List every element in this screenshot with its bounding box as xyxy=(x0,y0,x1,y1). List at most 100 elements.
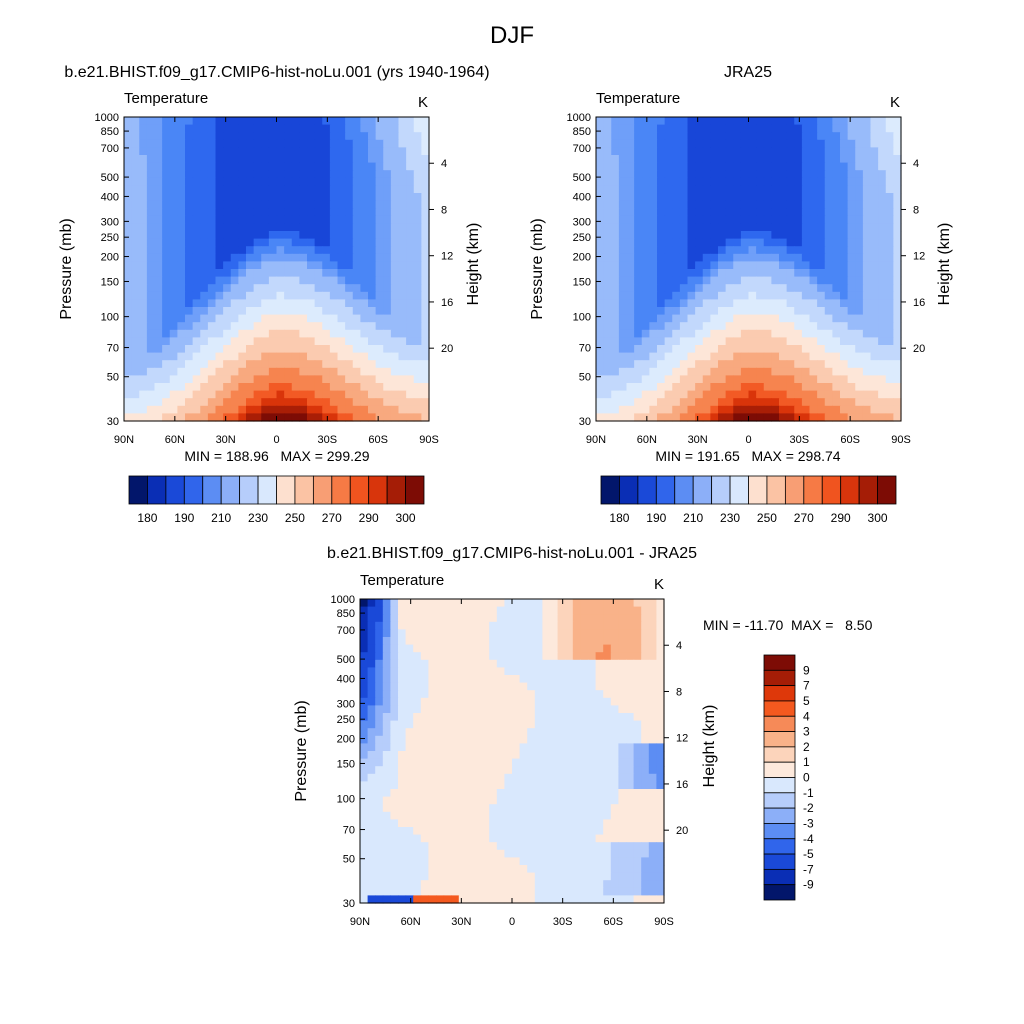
contour-cell xyxy=(139,147,148,156)
contour-cell xyxy=(832,261,841,270)
contour-cell xyxy=(368,117,377,126)
contour-cell xyxy=(314,147,323,156)
contour-cell xyxy=(672,253,681,262)
contour-cell xyxy=(162,223,171,232)
contour-cell xyxy=(763,223,772,232)
contour-cell xyxy=(360,743,369,752)
y-tick-label: 500 xyxy=(573,172,591,184)
contour-cell xyxy=(238,261,247,270)
contour-cell xyxy=(367,781,376,790)
contour-cell xyxy=(817,360,826,369)
contour-cell xyxy=(527,599,536,608)
contour-cell xyxy=(428,827,437,836)
contour-cell xyxy=(695,314,704,323)
contour-cell xyxy=(611,329,620,338)
contour-cell xyxy=(322,352,331,361)
contour-cell xyxy=(618,682,627,691)
contour-cell xyxy=(565,720,574,729)
contour-cell xyxy=(345,124,354,133)
contour-cell xyxy=(672,261,681,270)
contour-cell xyxy=(648,849,657,858)
contour-cell xyxy=(672,238,681,247)
contour-cell xyxy=(124,314,133,323)
contour-cell xyxy=(603,223,612,232)
contour-cell xyxy=(512,758,521,767)
contour-cell xyxy=(595,773,604,782)
contour-cell xyxy=(131,307,140,316)
contour-cell xyxy=(786,360,795,369)
contour-cell xyxy=(626,781,635,790)
contour-cell xyxy=(481,758,490,767)
contour-cell xyxy=(291,261,300,270)
contour-cell xyxy=(131,352,140,361)
contour-cell xyxy=(436,652,445,661)
contour-cell xyxy=(847,208,856,217)
y2-tick-label: 8 xyxy=(913,204,919,216)
contour-cell xyxy=(512,735,521,744)
contour-cell xyxy=(626,139,635,148)
contour-cell xyxy=(154,284,163,293)
contour-cell xyxy=(291,299,300,308)
contour-cell xyxy=(596,238,605,247)
contour-cell xyxy=(534,690,543,699)
contour-cell xyxy=(238,246,247,255)
contour-cell xyxy=(230,223,239,232)
contour-cell xyxy=(763,329,772,338)
contour-cell xyxy=(847,367,856,376)
contour-cell xyxy=(527,690,536,699)
contour-cell xyxy=(496,675,505,684)
contour-cell xyxy=(375,713,384,722)
contour-cell xyxy=(519,713,528,722)
contour-cell xyxy=(337,345,346,354)
contour-cell xyxy=(207,345,217,354)
contour-cell xyxy=(360,834,369,843)
contour-cell xyxy=(832,291,841,300)
contour-cell xyxy=(504,713,513,722)
contour-cell xyxy=(893,117,902,126)
contour-cell xyxy=(390,667,399,676)
contour-cell xyxy=(238,124,247,133)
contour-cell xyxy=(337,208,346,217)
contour-cell xyxy=(763,246,772,255)
contour-cell xyxy=(641,659,650,668)
contour-cell xyxy=(565,751,574,760)
contour-cell xyxy=(360,872,369,881)
contour-cell xyxy=(276,375,285,384)
contour-cell xyxy=(207,367,217,376)
contour-cell xyxy=(648,720,657,729)
contour-cell xyxy=(230,246,239,255)
contour-cell xyxy=(192,155,201,164)
contour-cell xyxy=(314,177,323,186)
contour-cell xyxy=(885,208,894,217)
colorbar-swatch xyxy=(692,475,713,505)
contour-cell xyxy=(368,185,377,194)
contour-cell xyxy=(878,238,887,247)
contour-cell xyxy=(618,284,628,293)
contour-cell xyxy=(542,720,551,729)
contour-cell xyxy=(360,751,369,760)
contour-cell xyxy=(794,162,803,171)
contour-cell xyxy=(603,599,612,608)
contour-cell xyxy=(230,307,239,316)
contour-cell xyxy=(832,405,841,414)
contour-cell xyxy=(740,139,750,148)
contour-cell xyxy=(763,322,772,331)
contour-cell xyxy=(124,162,133,171)
contour-cell xyxy=(748,200,757,209)
contour-cell xyxy=(855,284,864,293)
contour-cell xyxy=(626,849,635,858)
contour-cell xyxy=(345,117,354,126)
contour-cell xyxy=(253,208,262,217)
contour-cell xyxy=(610,629,619,638)
contour-cell xyxy=(215,215,224,224)
contour-cell xyxy=(710,322,719,331)
contour-cell xyxy=(443,766,452,775)
contour-cell xyxy=(496,887,505,896)
contour-cell xyxy=(382,887,391,896)
contour-cell xyxy=(367,614,376,623)
contour-cell xyxy=(154,223,163,232)
contour-cell xyxy=(710,253,719,262)
y-tick-label: 850 xyxy=(573,126,591,138)
contour-cell xyxy=(337,139,346,148)
contour-cell xyxy=(390,697,399,706)
